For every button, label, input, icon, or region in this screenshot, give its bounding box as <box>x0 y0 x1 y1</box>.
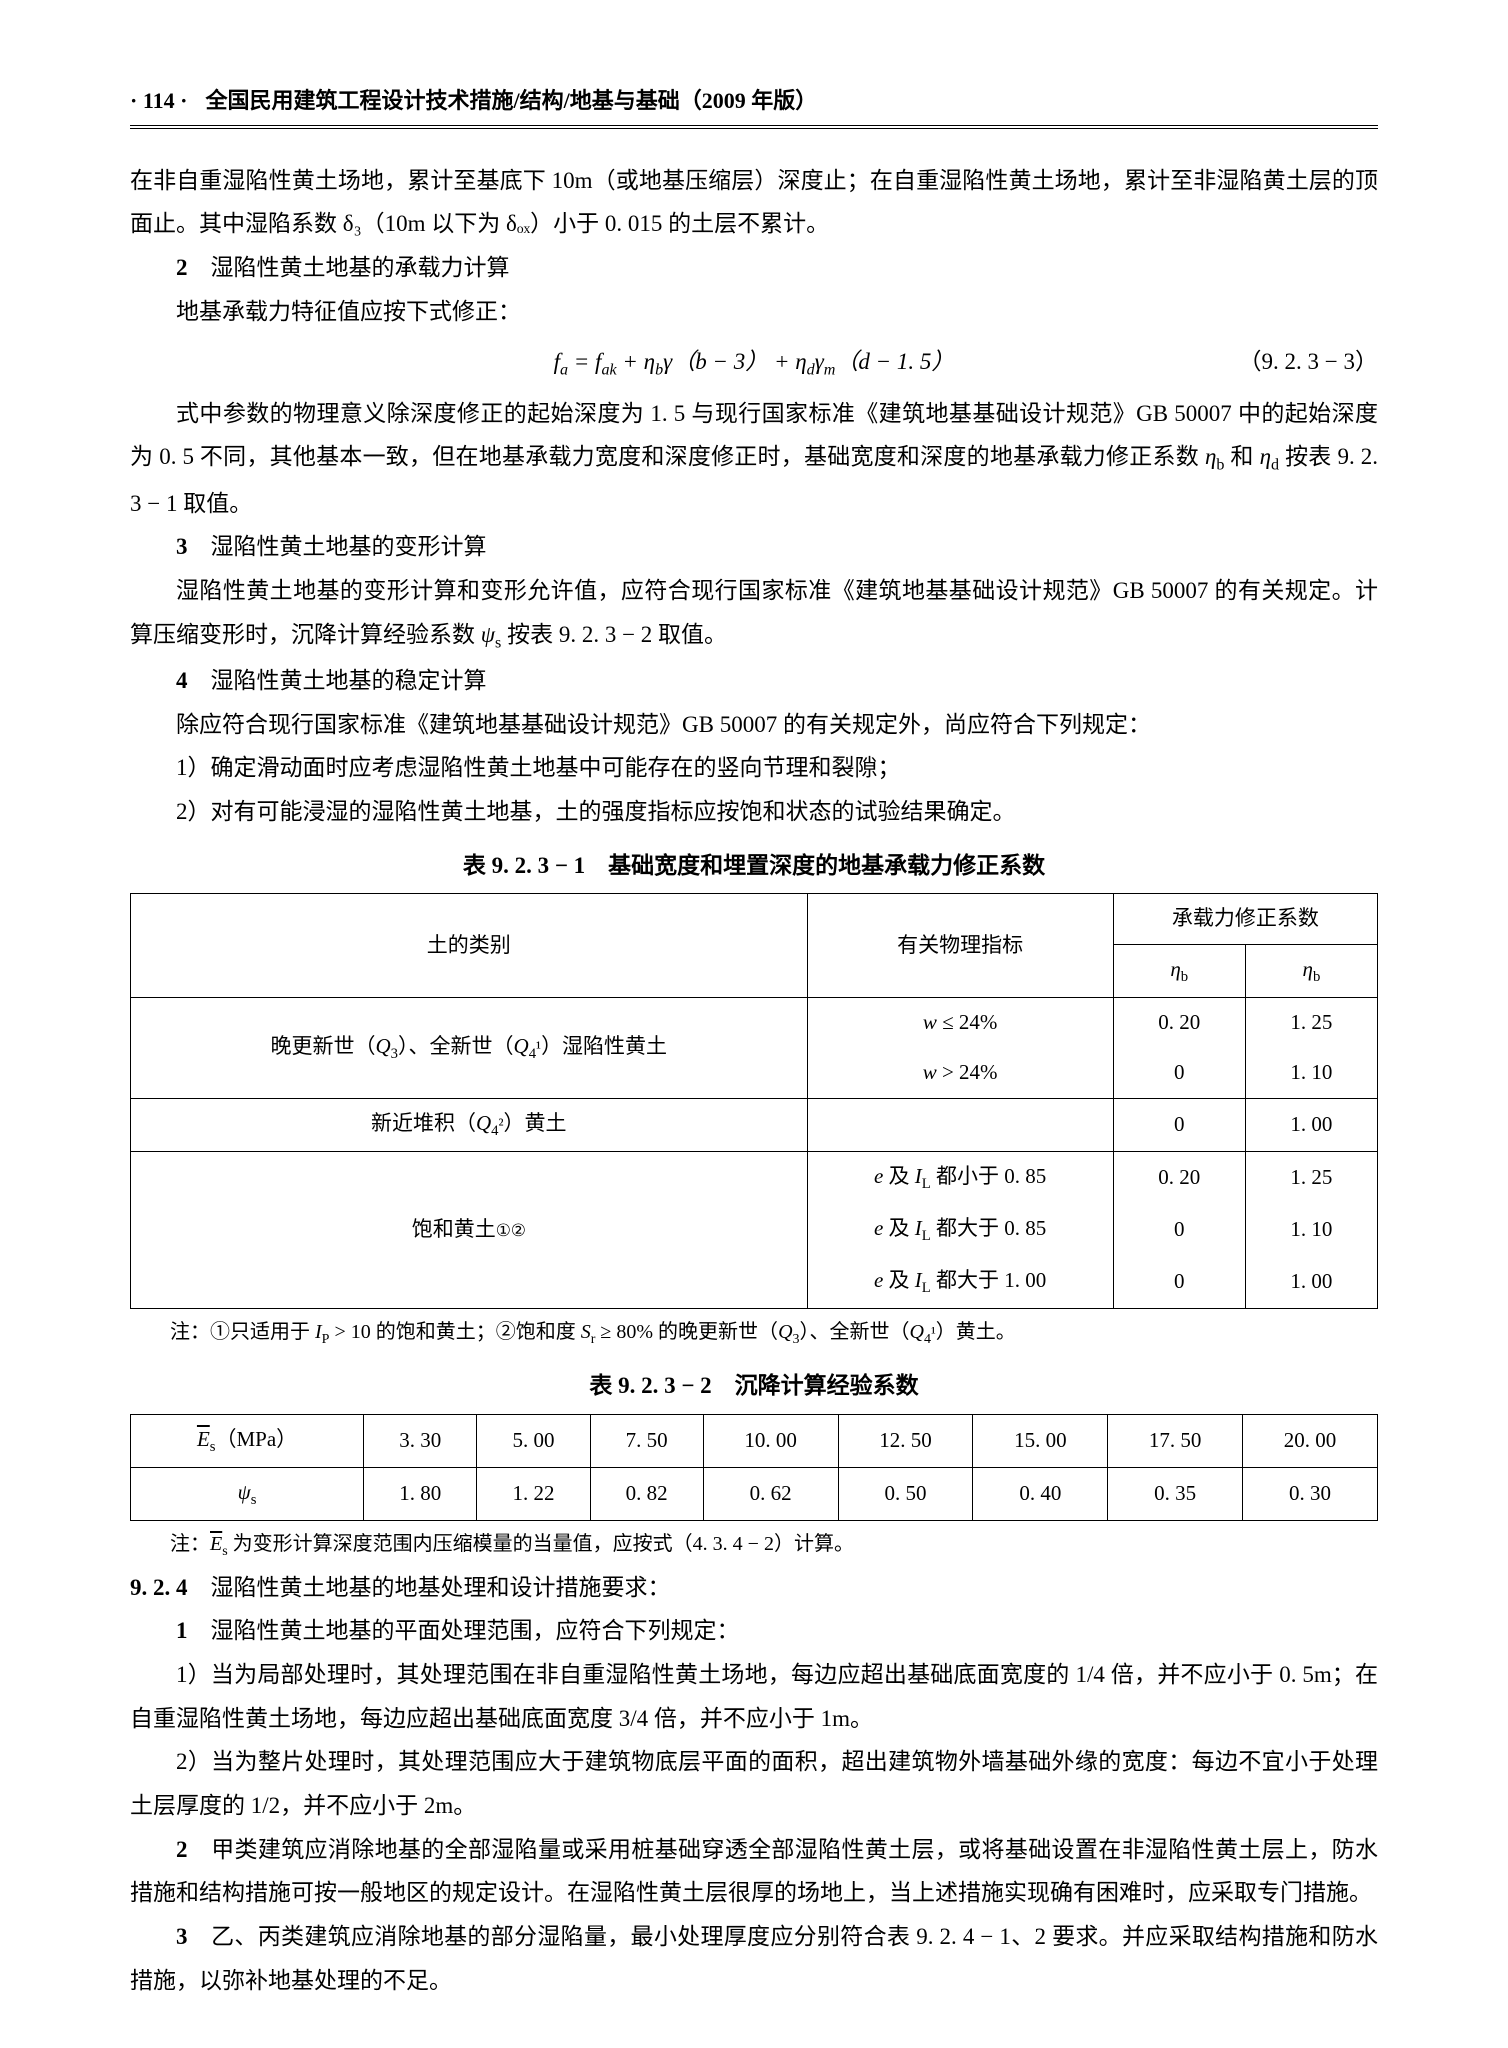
td: 1. 25 <box>1245 1152 1377 1205</box>
td: 3. 30 <box>364 1414 477 1467</box>
td <box>807 1099 1113 1152</box>
th: ηb <box>1113 945 1245 998</box>
table-2-note: 注：Es 为变形计算深度范围内压缩模量的当量值，应按式（4. 3. 4 − 2）… <box>130 1525 1378 1566</box>
td: 15. 00 <box>973 1414 1108 1467</box>
td: 1. 22 <box>477 1467 590 1520</box>
td: 0 <box>1113 1048 1245 1098</box>
td: 20. 00 <box>1243 1414 1378 1467</box>
td: 0. 35 <box>1108 1467 1243 1520</box>
td: Es（MPa） <box>131 1414 364 1467</box>
table-1-note: 注：①只适用于 IP > 10 的饱和黄土；②饱和度 Sr ≥ 80% 的晚更新… <box>130 1313 1378 1354</box>
table-row: Es（MPa） 3. 30 5. 00 7. 50 10. 00 12. 50 … <box>131 1414 1378 1467</box>
item-4-1: 1）确定滑动面时应考虑湿陷性黄土地基中可能存在的竖向节理和裂隙； <box>130 746 1378 790</box>
table-row: ψs 1. 80 1. 22 0. 82 0. 62 0. 50 0. 40 0… <box>131 1467 1378 1520</box>
table-2-caption: 表 9. 2. 3 − 2 沉降计算经验系数 <box>130 1364 1378 1408</box>
table-row: 饱和黄土①② e 及 IL 都小于 0. 85 0. 20 1. 25 <box>131 1152 1378 1205</box>
td: 0 <box>1113 1256 1245 1309</box>
item-924-1-1: 1）当为局部处理时，其处理范围在非自重湿陷性黄土场地，每边应超出基础底面宽度的 … <box>130 1653 1378 1740</box>
td: 1. 10 <box>1245 1204 1377 1256</box>
page: · 114 · 全国民用建筑工程设计技术措施/结构/地基与基础（2009 年版）… <box>0 0 1508 2048</box>
th: 土的类别 <box>131 894 808 998</box>
td: 0. 40 <box>973 1467 1108 1520</box>
td: 1. 10 <box>1245 1048 1377 1098</box>
table-row: 晚更新世（Q3）、全新世（Q4¹）湿陷性黄土 w ≤ 24% 0. 20 1. … <box>131 998 1378 1048</box>
td: 0. 20 <box>1113 998 1245 1048</box>
header-rule <box>130 125 1378 129</box>
para-continuation: 在非自重湿陷性黄土场地，累计至基底下 10m（或地基压缩层）深度止；在自重湿陷性… <box>130 159 1378 246</box>
td: 0. 20 <box>1113 1152 1245 1205</box>
th: ηb <box>1245 945 1377 998</box>
equation: fa = fak + ηbγ（b − 3） + ηdγm（d − 1. 5） （… <box>130 340 1378 386</box>
header-title: 全国民用建筑工程设计技术措施/结构/地基与基础（2009 年版） <box>205 80 817 122</box>
equation-number: （9. 2. 3 − 3） <box>1239 340 1378 384</box>
td: 1. 00 <box>1245 1099 1377 1152</box>
para-2-1: 地基承载力特征值应按下式修正： <box>130 290 1378 334</box>
para-2-2: 式中参数的物理意义除深度修正的起始深度为 1. 5 与现行国家标准《建筑地基基础… <box>130 392 1378 526</box>
table-row: 新近堆积（Q4²）黄土 0 1. 00 <box>131 1099 1378 1152</box>
td: 12. 50 <box>838 1414 973 1467</box>
para-4-1: 除应符合现行国家标准《建筑地基基础设计规范》GB 50007 的有关规定外，尚应… <box>130 703 1378 747</box>
td: 0. 82 <box>590 1467 703 1520</box>
table-1-caption: 表 9. 2. 3 − 1 基础宽度和埋置深度的地基承载力修正系数 <box>130 844 1378 888</box>
table-row: 土的类别 有关物理指标 承载力修正系数 <box>131 894 1378 945</box>
td: e 及 IL 都大于 0. 85 <box>807 1204 1113 1256</box>
body: 在非自重湿陷性黄土场地，累计至基底下 10m（或地基压缩层）深度止；在自重湿陷性… <box>130 159 1378 2003</box>
td: e 及 IL 都大于 1. 00 <box>807 1256 1113 1309</box>
td: 1. 25 <box>1245 998 1377 1048</box>
td: w > 24% <box>807 1048 1113 1098</box>
item-924-3: 3 乙、丙类建筑应消除地基的部分湿陷量，最小处理厚度应分别符合表 9. 2. 4… <box>130 1915 1378 2002</box>
section-4: 4 湿陷性黄土地基的稳定计算 <box>130 659 1378 703</box>
td: 10. 00 <box>703 1414 838 1467</box>
item-924-1: 1 湿陷性黄土地基的平面处理范围，应符合下列规定： <box>130 1609 1378 1653</box>
td: 饱和黄土①② <box>131 1152 808 1309</box>
section-3: 3 湿陷性黄土地基的变形计算 <box>130 525 1378 569</box>
td: 晚更新世（Q3）、全新世（Q4¹）湿陷性黄土 <box>131 998 808 1099</box>
page-header: · 114 · 全国民用建筑工程设计技术措施/结构/地基与基础（2009 年版） <box>130 80 1378 122</box>
th: 承载力修正系数 <box>1113 894 1377 945</box>
td: 0. 50 <box>838 1467 973 1520</box>
td: 新近堆积（Q4²）黄土 <box>131 1099 808 1152</box>
td: e 及 IL 都小于 0. 85 <box>807 1152 1113 1205</box>
section-2: 2 湿陷性黄土地基的承载力计算 <box>130 246 1378 290</box>
item-924-2: 2 甲类建筑应消除地基的全部湿陷量或采用桩基础穿透全部湿陷性黄土层，或将基础设置… <box>130 1828 1378 1915</box>
equation-body: fa = fak + ηbγ（b − 3） + ηdγm（d − 1. 5） <box>554 349 955 374</box>
td: 0 <box>1113 1204 1245 1256</box>
item-924-1-2: 2）当为整片处理时，其处理范围应大于建筑物底层平面的面积，超出建筑物外墙基础外缘… <box>130 1740 1378 1827</box>
table-1: 土的类别 有关物理指标 承载力修正系数 ηb ηb 晚更新世（Q3）、全新世（Q… <box>130 893 1378 1309</box>
td: w ≤ 24% <box>807 998 1113 1048</box>
th: 有关物理指标 <box>807 894 1113 998</box>
td: 7. 50 <box>590 1414 703 1467</box>
table-2: Es（MPa） 3. 30 5. 00 7. 50 10. 00 12. 50 … <box>130 1414 1378 1521</box>
para-3-1: 湿陷性黄土地基的变形计算和变形允许值，应符合现行国家标准《建筑地基基础设计规范》… <box>130 569 1378 659</box>
td: 0 <box>1113 1099 1245 1152</box>
item-4-2: 2）对有可能浸湿的湿陷性黄土地基，土的强度指标应按饱和状态的试验结果确定。 <box>130 790 1378 834</box>
td: 0. 30 <box>1243 1467 1378 1520</box>
page-number: · 114 · <box>130 80 187 122</box>
td: 0. 62 <box>703 1467 838 1520</box>
td: 1. 80 <box>364 1467 477 1520</box>
td: 17. 50 <box>1108 1414 1243 1467</box>
td: ψs <box>131 1467 364 1520</box>
td: 5. 00 <box>477 1414 590 1467</box>
section-924: 9. 2. 4 湿陷性黄土地基的地基处理和设计措施要求： <box>130 1566 1378 1610</box>
td: 1. 00 <box>1245 1256 1377 1309</box>
